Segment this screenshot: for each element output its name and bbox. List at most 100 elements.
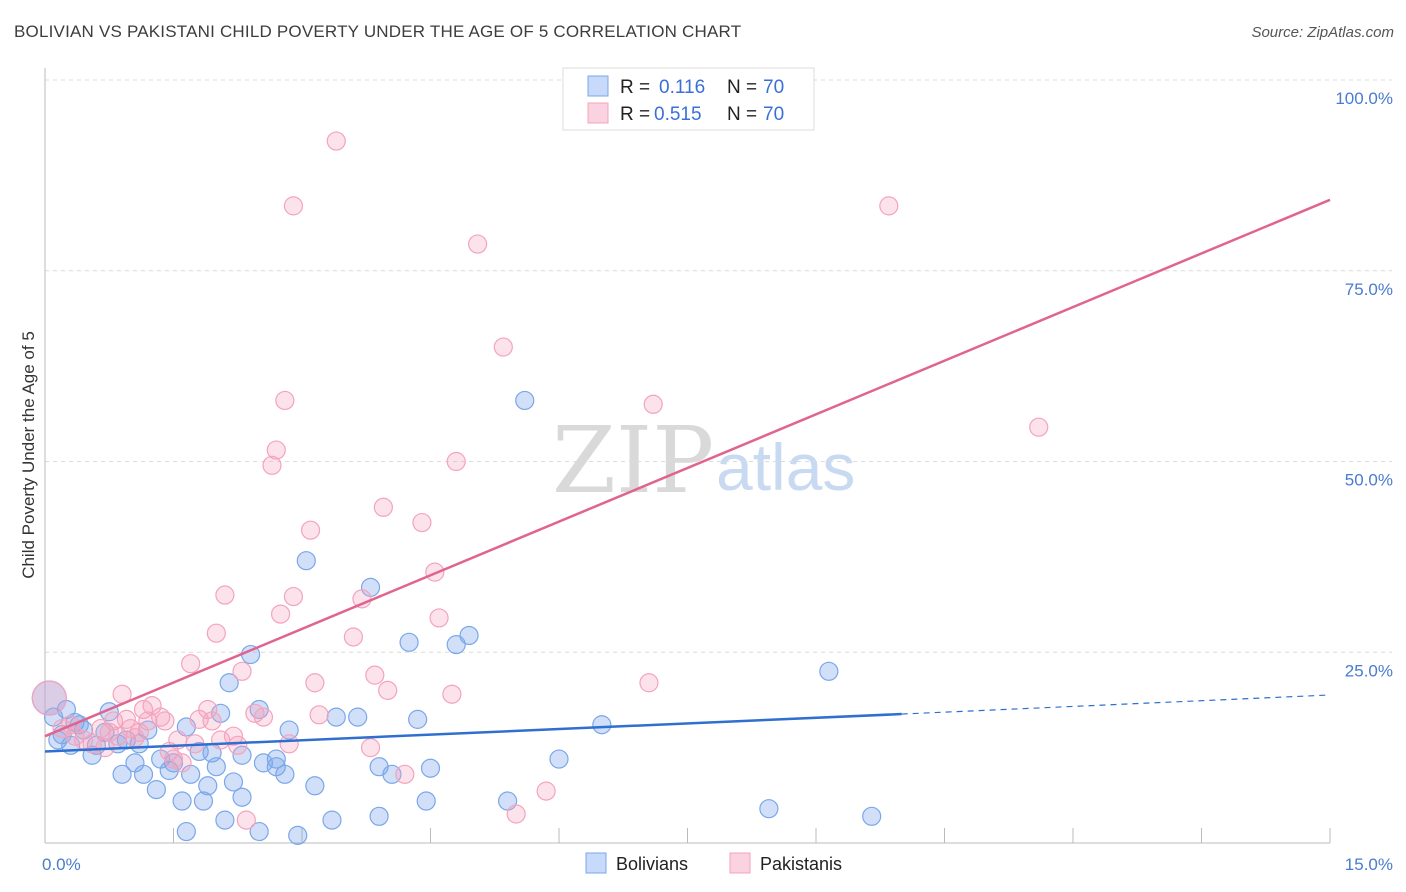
bolivian-point-63	[592, 715, 612, 735]
bolivian-point-45	[296, 551, 316, 571]
x-tick-label-0: 0.0%	[42, 855, 81, 874]
pakistani-point-49	[326, 131, 346, 151]
bolivian-point-64	[759, 799, 779, 819]
watermark-atlas: atlas	[716, 430, 855, 504]
pakistani-point-60	[442, 684, 462, 704]
data-points	[31, 131, 1049, 845]
pakistani-point-63	[493, 337, 513, 357]
pakistani-point-66	[639, 673, 659, 693]
y-tick-label-3: 100.0%	[1335, 89, 1393, 108]
bolivian-point-65	[819, 661, 839, 681]
legend-n-value-1: 70	[763, 77, 784, 98]
bottom-legend-swatch-pakistanis	[729, 852, 751, 874]
bolivian-point-43	[279, 720, 299, 740]
pakistani-point-41	[270, 604, 291, 624]
bolivian-point-42	[275, 764, 295, 784]
pakistani-point-45	[283, 586, 304, 607]
legend-n-label-2: N =	[727, 104, 757, 125]
y-tick-label-2: 75.0%	[1345, 280, 1393, 299]
bolivian-point-29	[206, 757, 226, 777]
pakistani-point-36	[236, 810, 256, 830]
trend-lines	[44, 198, 1331, 753]
legend-n-value-2: 70	[763, 104, 784, 125]
tick-labels: 25.0% 50.0% 75.0% 100.0% 0.0% 15.0%	[42, 89, 1393, 874]
pakistani-point-48	[309, 705, 329, 725]
pakistani-point-44	[283, 196, 304, 216]
legend-n-label-1: N =	[727, 77, 757, 98]
watermark-zip: ZIP	[552, 407, 714, 514]
pakistani-point-30	[206, 623, 226, 643]
bolivian-point-52	[369, 806, 389, 826]
bolivian-point-38	[249, 821, 269, 842]
pakistani-point-67	[643, 394, 663, 414]
pakistani-point-53	[365, 665, 385, 685]
legend-r-value-1: 0.116	[659, 77, 705, 98]
bolivian-point-11	[112, 764, 132, 784]
pakistani-point-24	[172, 753, 192, 773]
pakistani-point-40	[266, 440, 286, 460]
pakistani-point-65	[536, 781, 556, 801]
bolivian-point-39	[253, 753, 274, 773]
x-tick-label-1: 15.0%	[1345, 855, 1393, 874]
pakistani-point-28	[198, 699, 218, 720]
pakistani-point-33	[223, 726, 244, 746]
pakistani-point-64	[506, 804, 526, 824]
legend-r-label-1: R =	[620, 77, 650, 98]
pakistani-point-17	[138, 711, 158, 731]
source-label: Source: ZipAtlas.com	[1251, 24, 1394, 41]
pakistani-point-42	[275, 390, 295, 411]
bottom-legend: Bolivians Pakistanis	[585, 852, 842, 874]
bolivian-point-21	[172, 791, 192, 811]
chart-title: BOLIVIAN VS PAKISTANI CHILD POVERTY UNDE…	[14, 22, 742, 41]
bolivian-point-47	[322, 810, 342, 830]
pakistani-point-54	[373, 497, 393, 517]
pakistani-point-55	[378, 680, 398, 701]
bolivian-point-44	[288, 825, 308, 845]
bolivian-point-55	[408, 709, 428, 729]
pakistani-point-56	[395, 764, 415, 784]
pakistani-point-43	[279, 734, 299, 754]
pakistani-point-32	[215, 585, 235, 605]
legend-swatch-bolivians	[587, 75, 609, 97]
bolivian-point-40	[266, 749, 286, 769]
pakistani-point-39	[262, 455, 282, 475]
bolivian-point-35	[232, 787, 252, 807]
bolivian-point-24	[176, 821, 196, 842]
bottom-legend-swatch-bolivians	[585, 852, 607, 874]
bolivian-point-34	[232, 745, 252, 765]
pakistani-point-57	[412, 512, 432, 533]
bolivian-point-46	[305, 776, 325, 796]
bolivian-point-66	[862, 806, 882, 826]
bolivian-point-57	[420, 758, 441, 778]
bolivian-point-62	[549, 749, 569, 769]
bolivian-point-15	[133, 764, 154, 784]
legend-r-label-2: R =	[620, 104, 650, 125]
bolivian-point-26	[193, 791, 214, 811]
pakistani-point-20	[155, 711, 175, 731]
y-tick-label-1: 50.0%	[1345, 471, 1393, 490]
legend-r-value-2: 0.515	[654, 104, 702, 125]
pakistani-point-46	[300, 520, 321, 540]
bolivian-trend-line-extension	[901, 694, 1331, 715]
legend: R = 0.116 N = 70 R = 0.515 N = 70	[562, 67, 815, 131]
pakistani-trend-line	[44, 198, 1331, 738]
bolivian-point-56	[416, 791, 436, 811]
pakistani-point-29	[202, 711, 222, 731]
pakistani-point-47	[305, 673, 325, 693]
pakistani-point-61	[446, 451, 466, 472]
bottom-legend-pakistanis: Pakistanis	[760, 854, 842, 874]
pakistani-point-52	[360, 738, 381, 758]
pakistani-point-50	[343, 627, 363, 647]
pakistani-point-35	[232, 661, 252, 681]
pakistani-point-59	[429, 608, 449, 628]
pakistani-point-25	[181, 654, 201, 674]
bolivian-point-31	[215, 810, 235, 830]
bolivian-point-33	[223, 772, 244, 792]
pakistani-point-0	[31, 680, 67, 716]
y-tick-label-0: 25.0%	[1345, 661, 1393, 680]
bolivian-point-17	[146, 779, 166, 800]
bolivian-point-32	[219, 673, 239, 693]
gridlines	[45, 79, 1392, 653]
bolivian-point-59	[459, 625, 479, 646]
